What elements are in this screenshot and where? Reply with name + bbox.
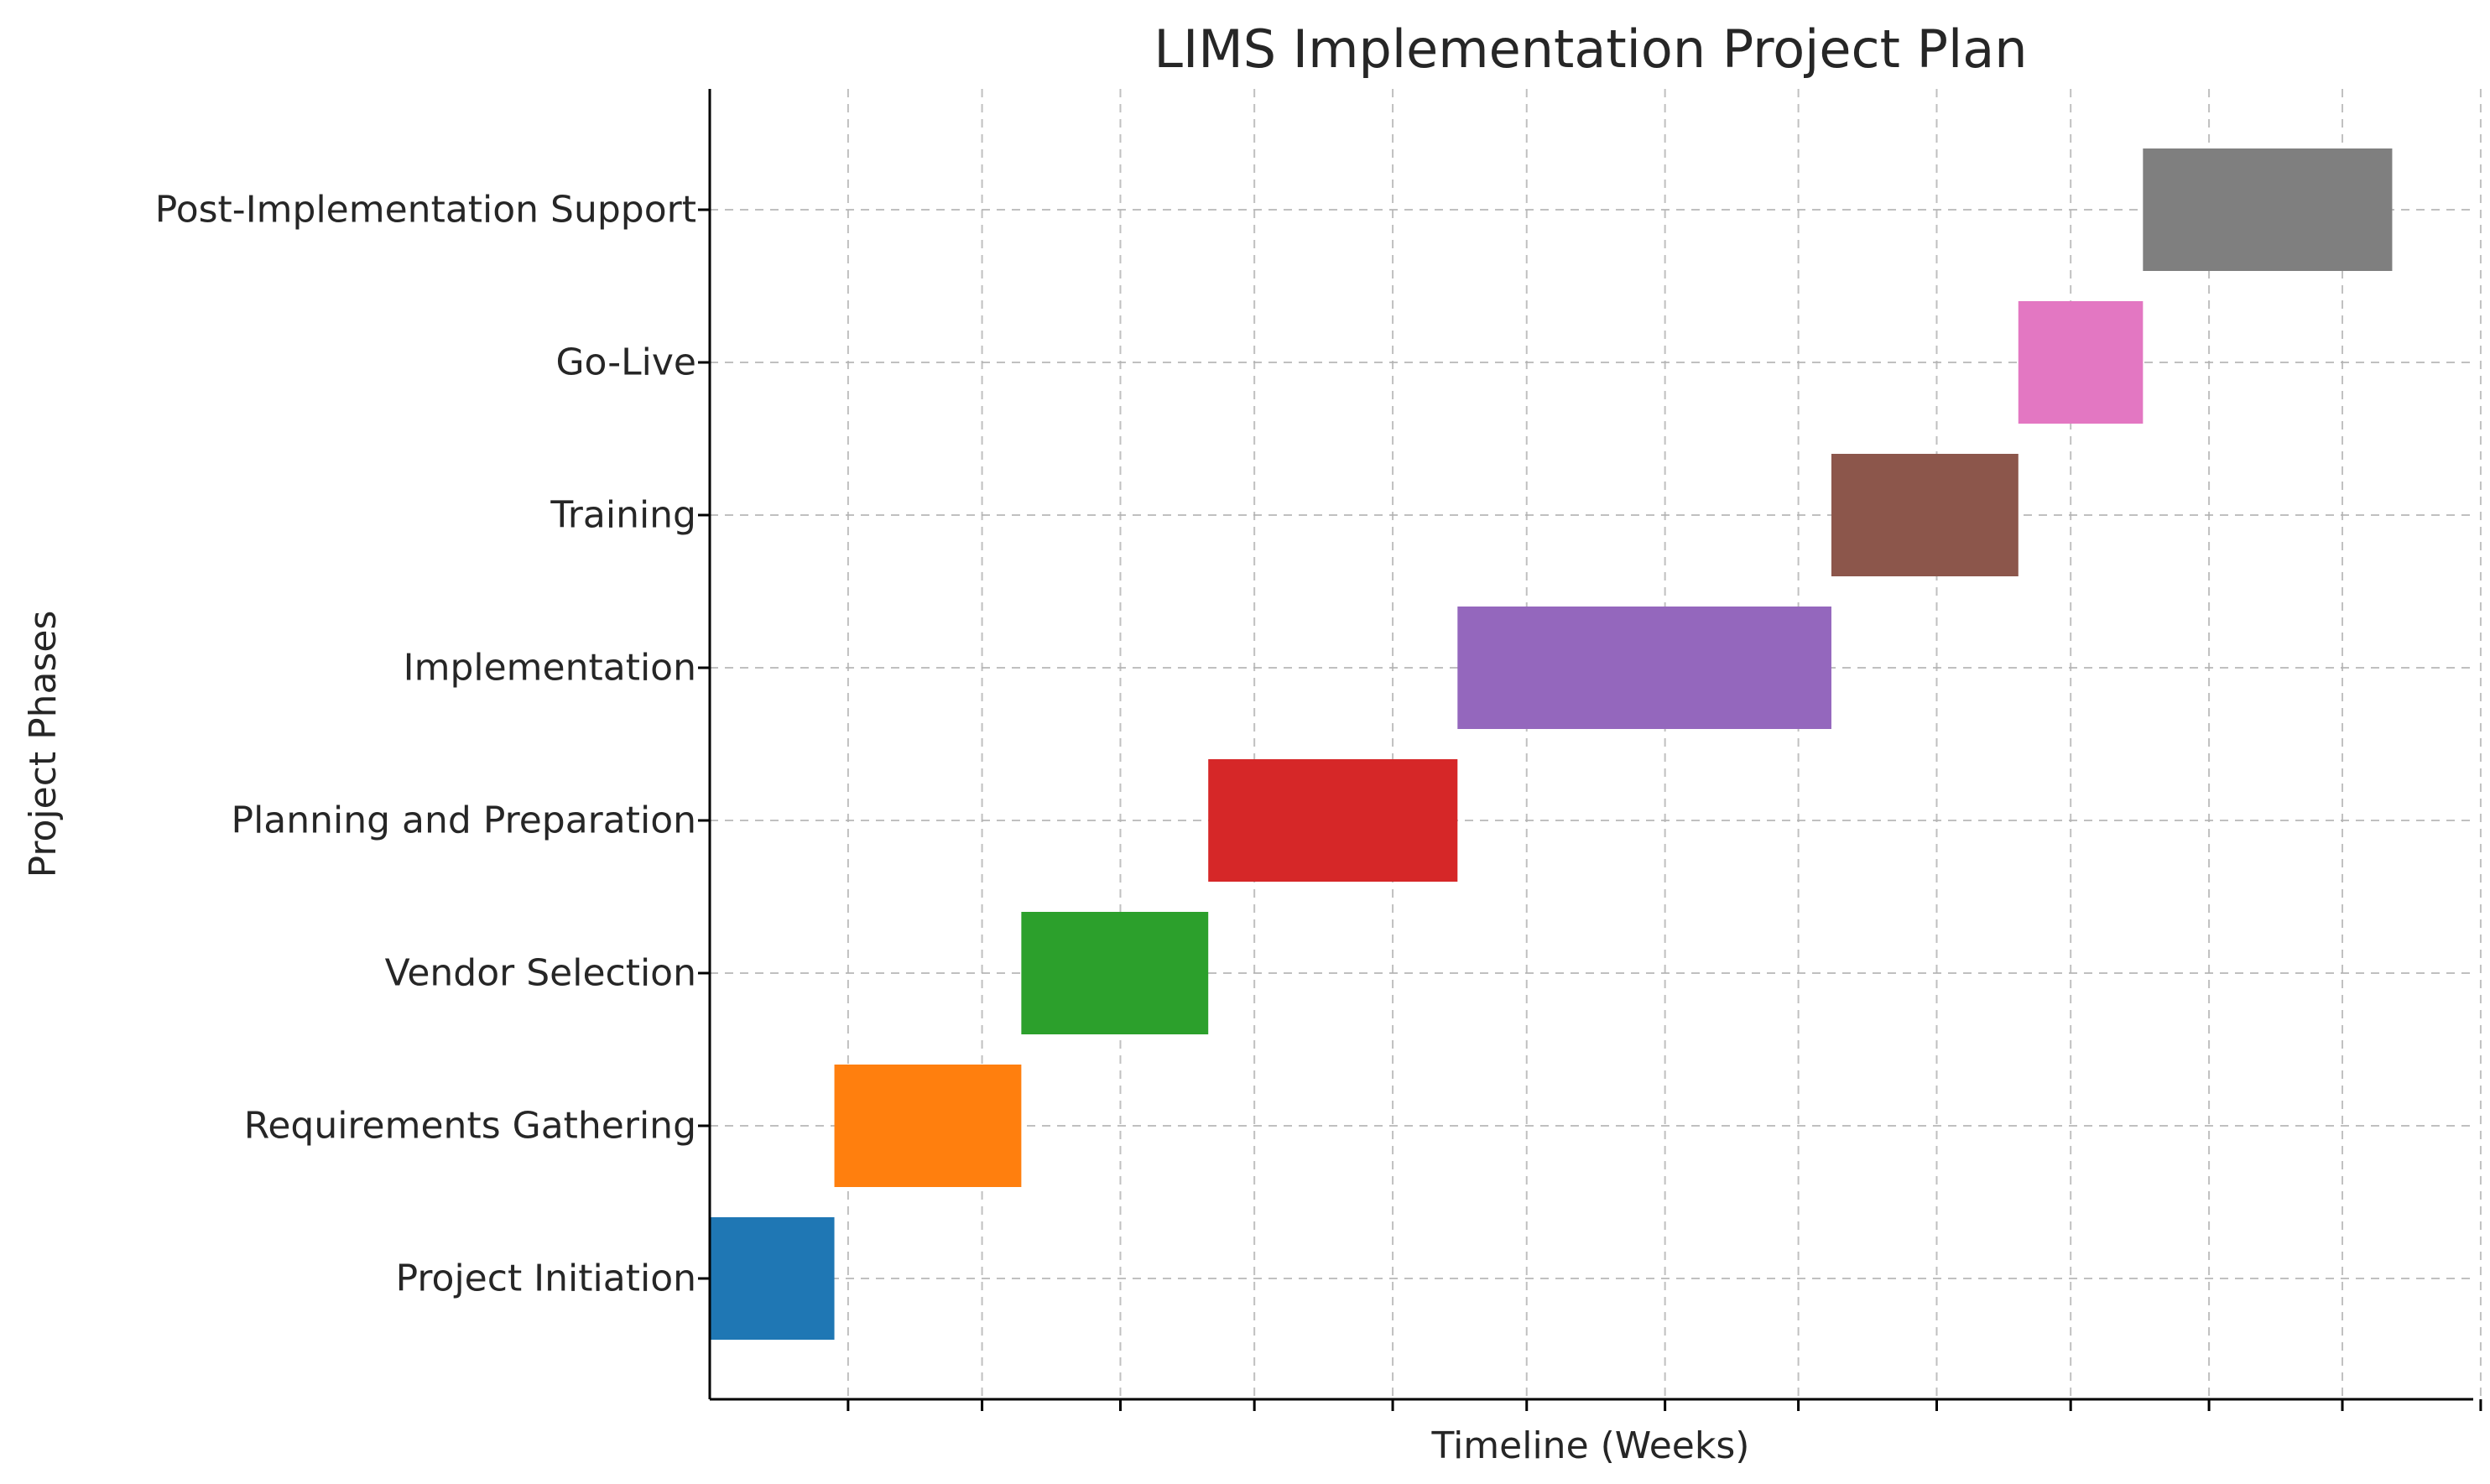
- y-tick-label: Requirements Gathering: [244, 1105, 696, 1148]
- y-axis-label: Project Phases: [22, 611, 65, 878]
- y-tick-label: Vendor Selection: [385, 952, 696, 995]
- grid-lines: [710, 89, 2482, 1399]
- y-tick-label: Planning and Preparation: [232, 799, 696, 842]
- axis-ticks: [698, 208, 2482, 1411]
- gantt-bar: [1831, 454, 2019, 576]
- gantt-bar: [1208, 759, 1458, 882]
- gantt-bar: [1021, 912, 1209, 1034]
- gantt-bar: [834, 1065, 1022, 1187]
- chart-title: LIMS Implementation Project Plan: [1154, 18, 2027, 80]
- gantt-bar: [2018, 301, 2144, 424]
- gantt-bar: [2143, 148, 2393, 271]
- y-tick-label: Project Initiation: [396, 1257, 696, 1300]
- y-tick-label: Go-Live: [555, 341, 696, 384]
- x-axis-label: Timeline (Weeks): [1431, 1424, 1750, 1467]
- y-tick-label: Implementation: [404, 647, 696, 690]
- gantt-bar: [710, 1217, 835, 1340]
- y-tick-label: Training: [550, 494, 696, 537]
- y-tick-labels: Project Initiation Requirements Gathering…: [155, 189, 696, 1300]
- y-tick-label: Post-Implementation Support: [155, 189, 696, 232]
- bars: [710, 148, 2393, 1340]
- gantt-bar: [1457, 607, 1831, 729]
